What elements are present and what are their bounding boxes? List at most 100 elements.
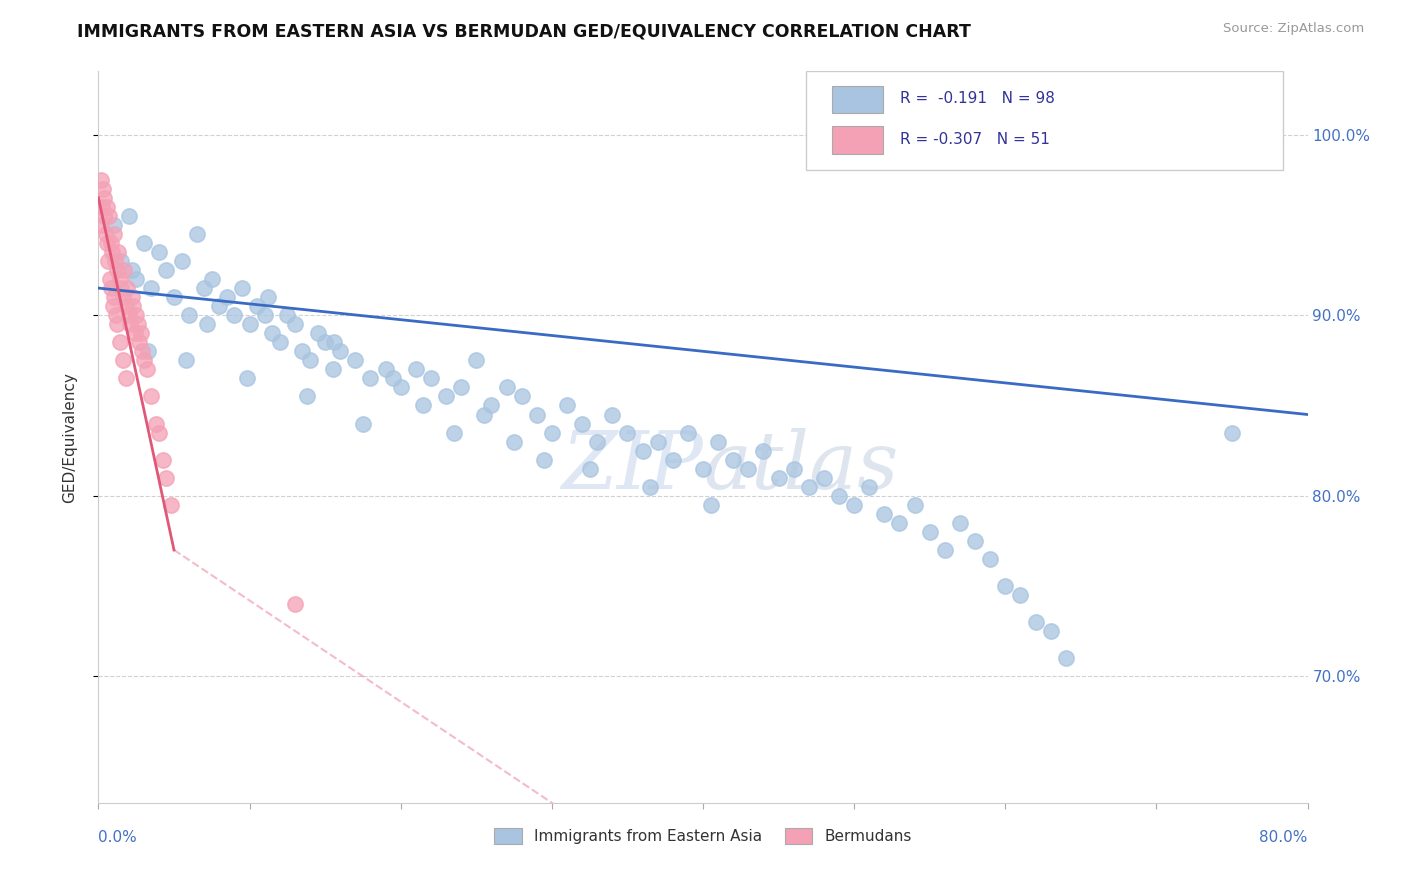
Point <box>533 452 555 467</box>
Point <box>152 452 174 467</box>
Point <box>112 353 135 368</box>
Point <box>314 335 336 350</box>
Point <box>224 308 246 322</box>
Point <box>103 227 125 241</box>
Point <box>96 200 118 214</box>
Point <box>136 344 159 359</box>
Point <box>122 299 145 313</box>
Point <box>121 263 143 277</box>
Point <box>195 317 218 331</box>
Point <box>299 353 322 368</box>
Point <box>170 254 193 268</box>
Point <box>602 408 624 422</box>
Point <box>647 434 669 449</box>
Point <box>692 461 714 475</box>
Point <box>352 417 374 431</box>
Point <box>98 272 121 286</box>
Point <box>699 498 721 512</box>
Point <box>104 308 127 322</box>
Point <box>994 579 1017 593</box>
Point <box>215 290 238 304</box>
Point <box>797 480 820 494</box>
Point <box>125 308 148 322</box>
Point <box>707 434 730 449</box>
Point <box>141 281 163 295</box>
FancyBboxPatch shape <box>832 126 883 154</box>
Point <box>101 299 124 313</box>
Point <box>526 408 548 422</box>
Point <box>201 272 224 286</box>
Point <box>262 326 284 341</box>
Point <box>412 399 434 413</box>
Point <box>481 399 503 413</box>
Point <box>844 498 866 512</box>
Point <box>510 389 533 403</box>
Point <box>174 353 197 368</box>
Point <box>382 371 405 385</box>
Point <box>135 362 157 376</box>
Point <box>737 461 759 475</box>
Point <box>148 244 170 259</box>
Point <box>1010 588 1032 602</box>
Point <box>125 272 148 286</box>
Point <box>141 389 163 403</box>
Point <box>90 218 112 232</box>
Point <box>132 235 155 250</box>
Point <box>295 389 318 403</box>
Point <box>148 425 170 440</box>
Point <box>110 281 132 295</box>
Point <box>495 380 517 394</box>
Point <box>934 543 956 558</box>
Point <box>676 425 699 440</box>
Point <box>121 290 143 304</box>
Point <box>105 317 128 331</box>
Point <box>889 516 911 530</box>
Point <box>420 371 443 385</box>
Point <box>110 335 132 350</box>
Point <box>155 471 177 485</box>
Point <box>129 326 152 341</box>
Point <box>112 263 135 277</box>
Point <box>107 244 129 259</box>
Point <box>94 227 117 241</box>
Point <box>540 425 562 440</box>
Point <box>103 218 125 232</box>
Point <box>828 489 851 503</box>
Point <box>91 200 114 214</box>
Point <box>450 380 472 394</box>
Point <box>100 235 122 250</box>
Point <box>105 263 128 277</box>
Point <box>91 182 114 196</box>
Text: atlas: atlas <box>703 427 898 505</box>
Point <box>918 524 941 539</box>
Point <box>100 281 122 295</box>
Point <box>186 227 208 241</box>
Point <box>858 480 880 494</box>
Point <box>93 209 115 223</box>
Point <box>586 434 609 449</box>
Point <box>291 344 314 359</box>
Point <box>111 290 134 304</box>
Point <box>276 308 298 322</box>
Point <box>374 362 396 376</box>
Point <box>231 281 253 295</box>
FancyBboxPatch shape <box>806 71 1284 170</box>
Point <box>661 452 683 467</box>
Point <box>578 461 600 475</box>
Point <box>323 335 346 350</box>
Point <box>638 480 661 494</box>
Point <box>256 290 278 304</box>
Point <box>472 408 495 422</box>
Point <box>752 443 775 458</box>
Point <box>118 209 141 223</box>
Point <box>284 317 307 331</box>
Point <box>1054 651 1077 665</box>
Point <box>96 235 118 250</box>
Point <box>124 326 146 341</box>
Point <box>873 507 896 521</box>
Legend: Immigrants from Eastern Asia, Bermudans: Immigrants from Eastern Asia, Bermudans <box>488 822 918 850</box>
Point <box>97 254 120 268</box>
Point <box>103 290 125 304</box>
Point <box>93 191 115 205</box>
Point <box>616 425 638 440</box>
